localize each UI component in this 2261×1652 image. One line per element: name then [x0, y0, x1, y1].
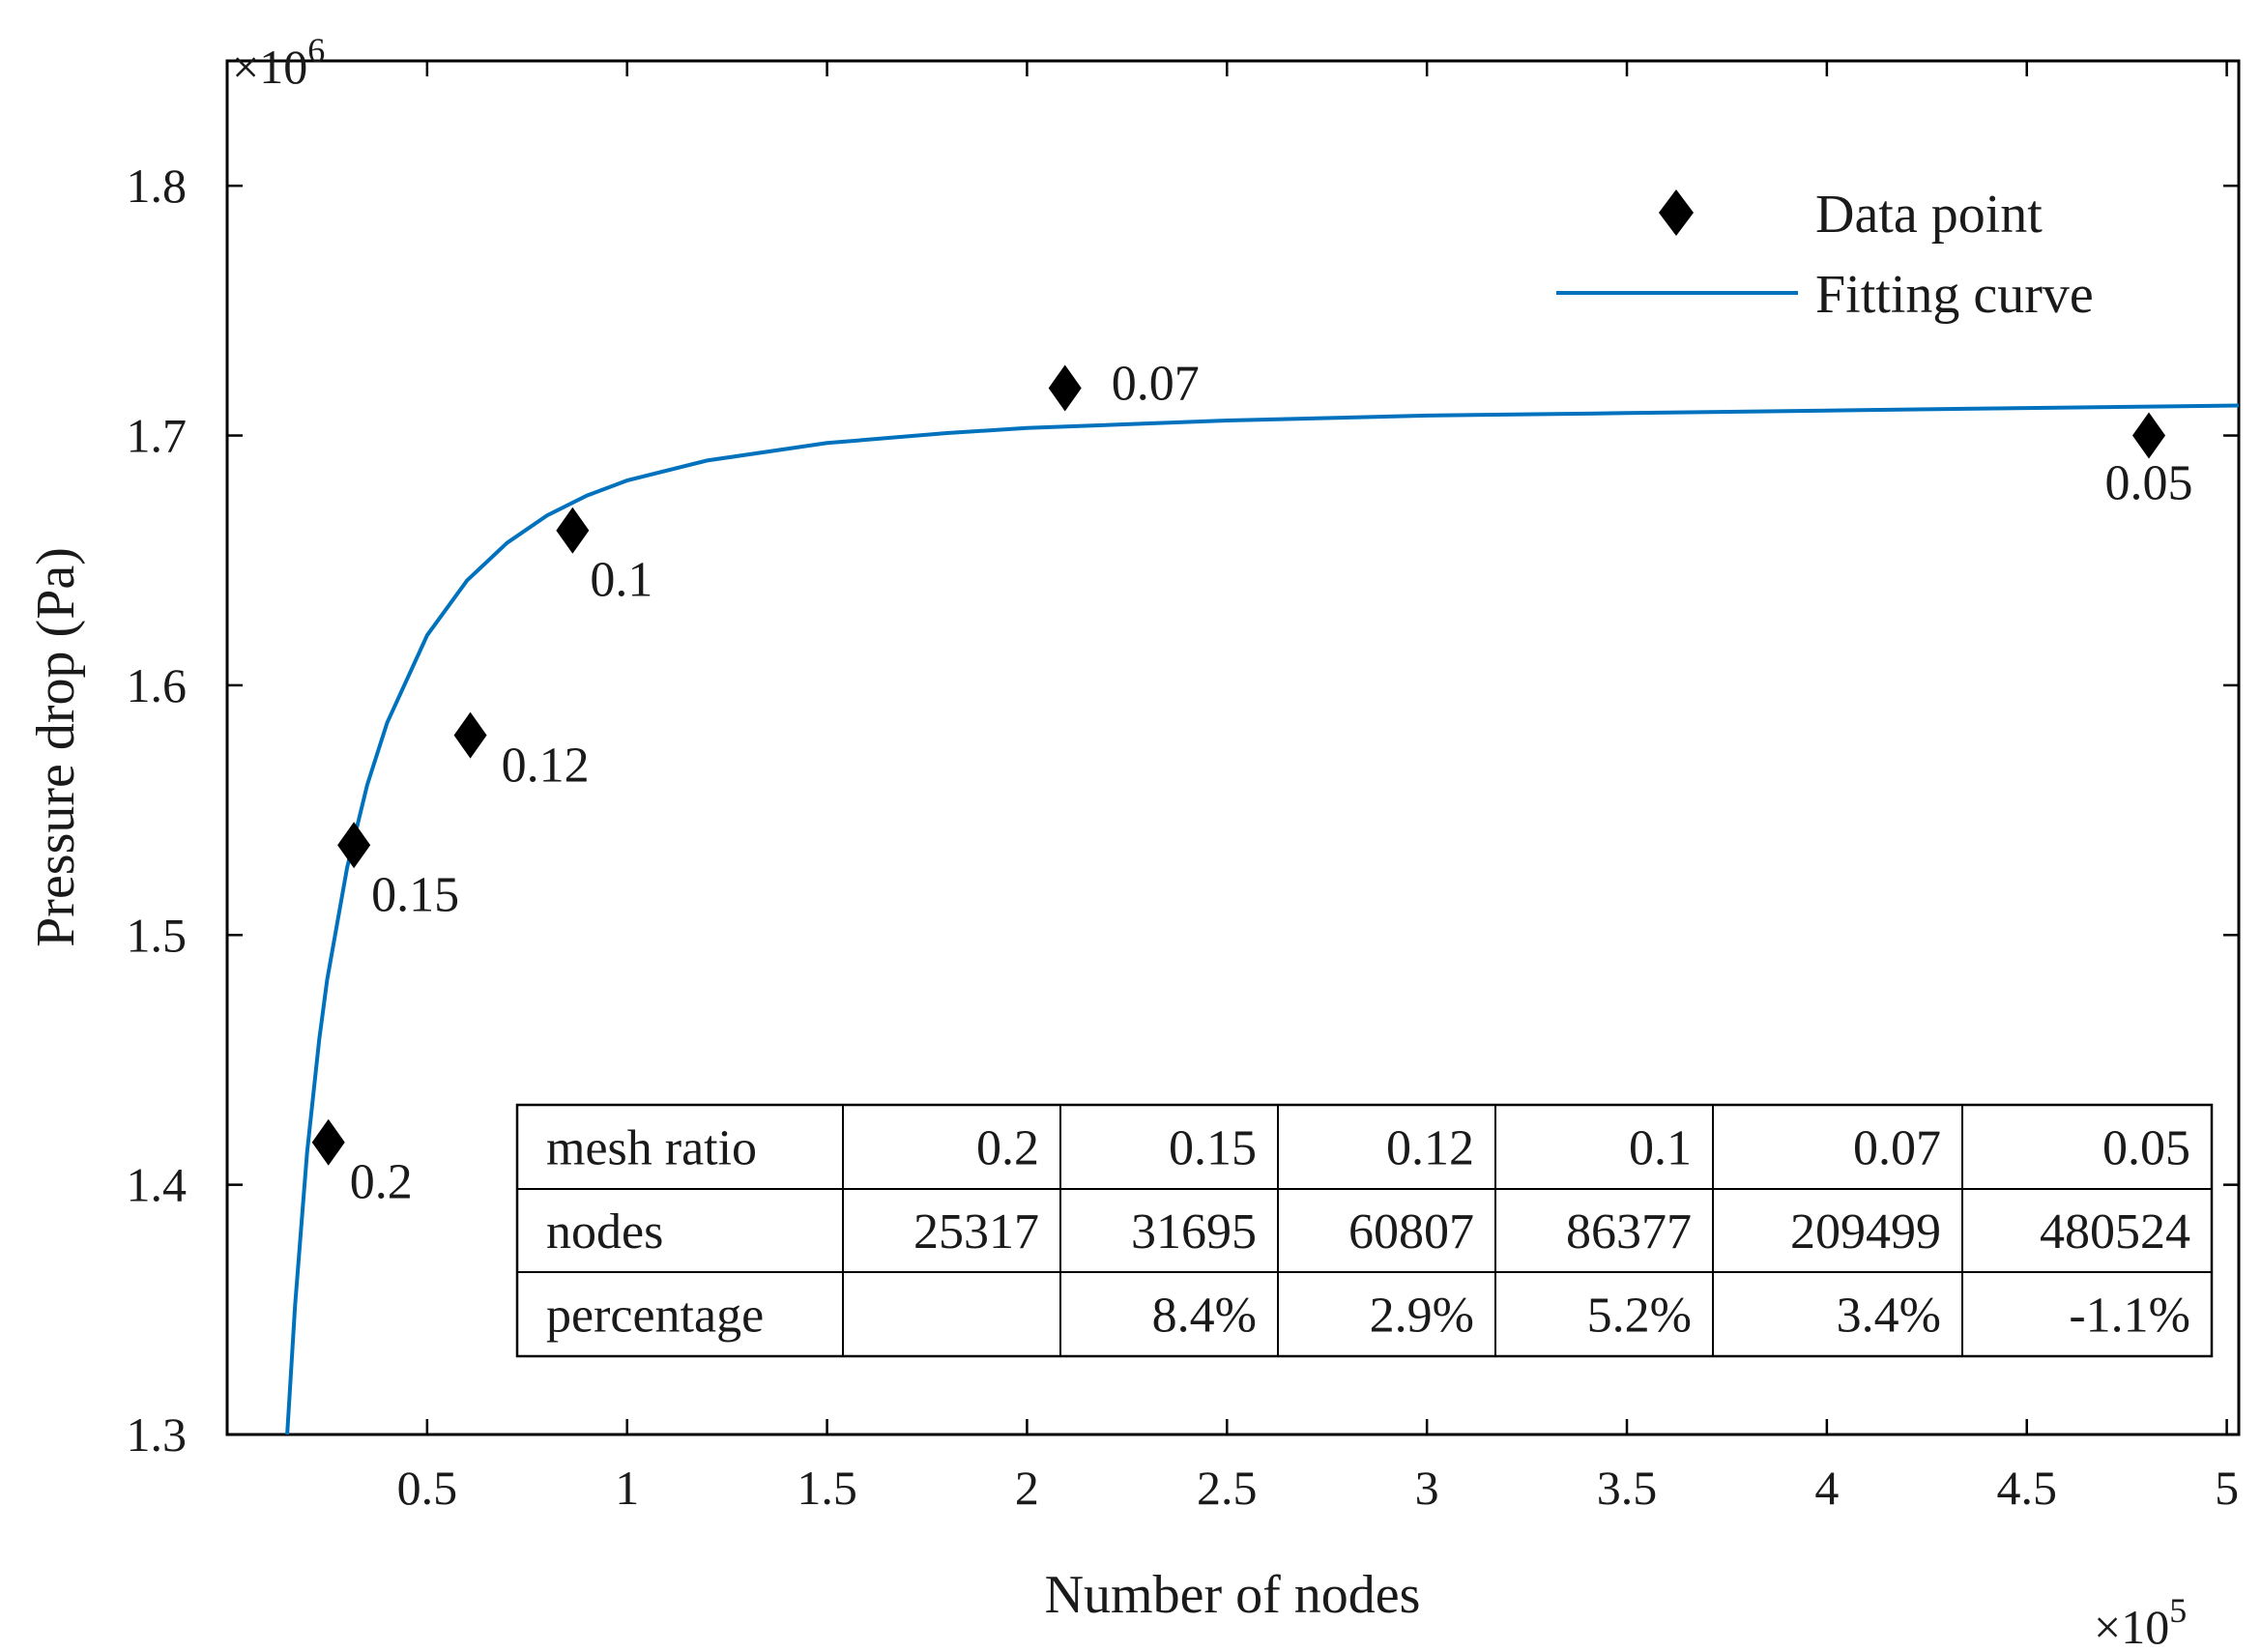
svg-text:×105: ×105 — [2094, 1591, 2187, 1652]
y-tick-label: 1.7 — [127, 409, 188, 463]
fitting-curve-line — [285, 403, 2239, 1435]
x-axis-ticks: 0.5 1 1.5 2 2.5 3 3.5 4 4.5 5 — [397, 61, 2239, 1515]
legend-label-fitting-curve: Fitting curve — [1815, 265, 2094, 325]
x-tick-label: 1 — [615, 1461, 639, 1515]
table-cell: 0.15 — [1169, 1121, 1257, 1176]
x-multiplier-base: ×10 — [2094, 1600, 2169, 1652]
y-axis-multiplier: ×106 — [232, 31, 325, 94]
plot-frame — [225, 59, 2241, 1436]
x-tick-label: 1.5 — [797, 1461, 857, 1515]
data-point-marker — [337, 822, 371, 869]
y-multiplier-exponent: 6 — [307, 31, 325, 70]
table-row-header: mesh ratio — [546, 1121, 757, 1176]
y-tick-label: 1.6 — [127, 658, 188, 712]
data-points — [311, 364, 2166, 1166]
table-row-header: percentage — [546, 1289, 764, 1344]
data-point-marker — [311, 1118, 345, 1166]
x-tick-label: 5 — [2215, 1461, 2239, 1515]
y-tick-label: 1.4 — [127, 1158, 188, 1212]
legend: Data point Fitting curve — [1556, 185, 2094, 325]
x-tick-label: 3 — [1415, 1461, 1439, 1515]
data-point-label: 0.15 — [371, 867, 459, 922]
table-cell: 86377 — [1566, 1204, 1692, 1260]
legend-label-data-point: Data point — [1815, 185, 2043, 245]
y-axis-title: Pressure drop (Pa) — [26, 547, 86, 947]
table-cell: 60807 — [1348, 1204, 1474, 1260]
y-multiplier-base: ×10 — [232, 40, 307, 94]
table-grid-lines — [517, 1105, 2212, 1356]
svg-text:×106: ×106 — [232, 31, 325, 94]
table-cell: 0.05 — [2102, 1121, 2190, 1176]
table-cell: 0.1 — [1629, 1121, 1692, 1176]
data-point-label: 0.05 — [2105, 456, 2193, 511]
table-cell: -1.1% — [2069, 1289, 2190, 1344]
data-point-marker — [556, 507, 590, 554]
x-axis-title: Number of nodes — [1045, 1565, 1421, 1625]
y-tick-label: 1.3 — [127, 1407, 188, 1462]
data-point-label: 0.07 — [1112, 356, 1200, 411]
x-tick-label: 2 — [1015, 1461, 1039, 1515]
x-tick-label: 3.5 — [1597, 1461, 1658, 1515]
y-axis-ticks: 1.3 1.4 1.5 1.6 1.7 1.8 — [127, 159, 2239, 1462]
data-point-marker — [1048, 364, 1082, 412]
x-multiplier-exponent: 5 — [2169, 1591, 2187, 1630]
legend-diamond-marker — [1659, 189, 1694, 236]
x-tick-label: 4.5 — [1996, 1461, 2057, 1515]
table-cell: 2.9% — [1370, 1289, 1474, 1344]
table-cell: 3.4% — [1837, 1289, 1941, 1344]
data-point-marker — [2132, 412, 2166, 459]
table-cell: 5.2% — [1587, 1289, 1692, 1344]
data-point-marker — [453, 711, 487, 759]
y-tick-label: 1.8 — [127, 159, 188, 213]
data-point-label: 0.12 — [502, 739, 590, 794]
x-axis-multiplier: ×105 — [2094, 1591, 2187, 1652]
data-point-labels: 0.2 0.15 0.12 0.1 0.07 0.05 — [350, 356, 2193, 1209]
data-point-label: 0.2 — [350, 1155, 413, 1210]
x-tick-label: 0.5 — [397, 1461, 458, 1515]
table-cell: 0.12 — [1386, 1121, 1474, 1176]
table-row-header: nodes — [546, 1204, 663, 1260]
table-cell: 31695 — [1131, 1204, 1257, 1260]
table-cell: 0.2 — [976, 1121, 1039, 1176]
table-cell: 480524 — [2040, 1204, 2190, 1260]
mesh-data-table: mesh ratio 0.2 0.15 0.12 0.1 0.07 0.05 nodes 253… — [515, 1103, 2214, 1358]
table-cell: 8.4% — [1152, 1289, 1257, 1344]
y-tick-label: 1.5 — [127, 908, 188, 962]
table-cell: 25317 — [913, 1204, 1039, 1260]
table-border — [515, 1103, 2214, 1358]
x-tick-label: 2.5 — [1197, 1461, 1258, 1515]
table-cells: mesh ratio 0.2 0.15 0.12 0.1 0.07 0.05 nodes 253… — [546, 1121, 2190, 1344]
table-cell: 209499 — [1790, 1204, 1941, 1260]
table-cell: 0.07 — [1853, 1121, 1941, 1176]
data-point-label: 0.1 — [590, 553, 652, 608]
x-tick-label: 4 — [1814, 1461, 1839, 1515]
